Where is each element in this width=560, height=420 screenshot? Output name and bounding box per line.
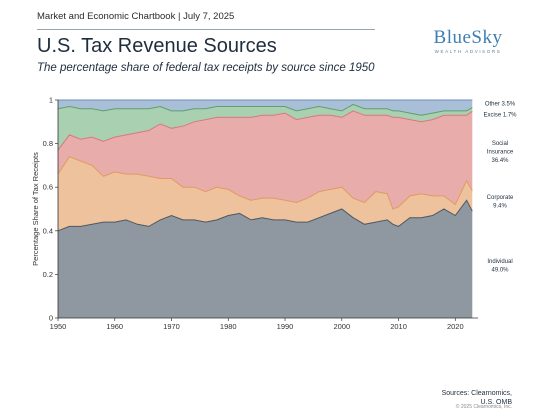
area-social-insurance (58, 110, 473, 209)
x-tick-label: 1980 (220, 322, 237, 331)
area-corporate (58, 156, 473, 231)
x-tick-label: 2000 (333, 322, 350, 331)
y-tick-label: 1 (49, 96, 53, 105)
chartbook-header: Market and Economic Chartbook | July 7, … (37, 11, 235, 22)
y-tick-label: 0.2 (43, 270, 53, 279)
end-label-line: Insurance (487, 150, 514, 156)
end-label-line: Excise 1.7% (483, 113, 517, 119)
end-label-line: Individual (487, 259, 512, 265)
chart-subtitle: The percentage share of federal tax rece… (37, 62, 375, 74)
x-tick-label: 1970 (163, 322, 180, 331)
y-tick-label: 0.8 (43, 139, 53, 148)
end-label-line: Social (492, 141, 508, 147)
y-tick-label: 0.6 (43, 183, 53, 192)
y-axis-label: Percentage Share of Tax Receipts (31, 152, 40, 266)
y-tick-label: 0 (49, 314, 53, 323)
end-label-line: 49.0% (491, 267, 509, 273)
source-note: Sources: Clearnomics, U.S. OMB (442, 389, 512, 407)
x-tick-label: 1960 (106, 322, 123, 331)
x-tick-label: 1950 (50, 322, 67, 331)
logo-wordmark: BlueSky (433, 27, 503, 48)
end-label-social-insurance: Social Insurance 36.4% (487, 141, 514, 164)
end-label-excise: Excise 1.7% (483, 113, 517, 119)
line-social-insurance (57, 110, 473, 151)
area-layers (57, 99, 473, 318)
end-label-corporate: Corporate 9.4% (487, 195, 514, 210)
end-label-individual: Individual 49.0% (487, 259, 512, 274)
end-label-line: 9.4% (493, 204, 507, 210)
copyright: © 2025 Clearnomics, Inc. (455, 404, 512, 410)
x-tick-label: 2020 (447, 322, 464, 331)
logo-tagline: WEALTH ADVISORS (434, 49, 502, 54)
end-label-other: Other 3.5% (485, 102, 516, 108)
end-label-line: Corporate (487, 195, 514, 201)
header-divider (37, 29, 375, 30)
line-corporate (57, 156, 473, 210)
area-other (58, 100, 473, 116)
area-excise (58, 104, 473, 151)
area-individual (58, 200, 473, 318)
end-label-line: Other 3.5% (485, 102, 516, 108)
source-line-2: U.S. OMB (480, 399, 512, 406)
chart-title: U.S. Tax Revenue Sources (37, 35, 277, 57)
source-line-1: Sources: Clearnomics, (441, 390, 512, 397)
x-tick-label: 1990 (277, 322, 294, 331)
bluesky-logo: BlueSky WEALTH ADVISORS (428, 27, 508, 55)
x-tick-label: 2010 (390, 322, 407, 331)
end-label-line: 36.4% (491, 158, 509, 164)
line-individual (57, 199, 473, 232)
line-excise (57, 103, 473, 116)
y-tick-label: 0.4 (43, 226, 53, 235)
